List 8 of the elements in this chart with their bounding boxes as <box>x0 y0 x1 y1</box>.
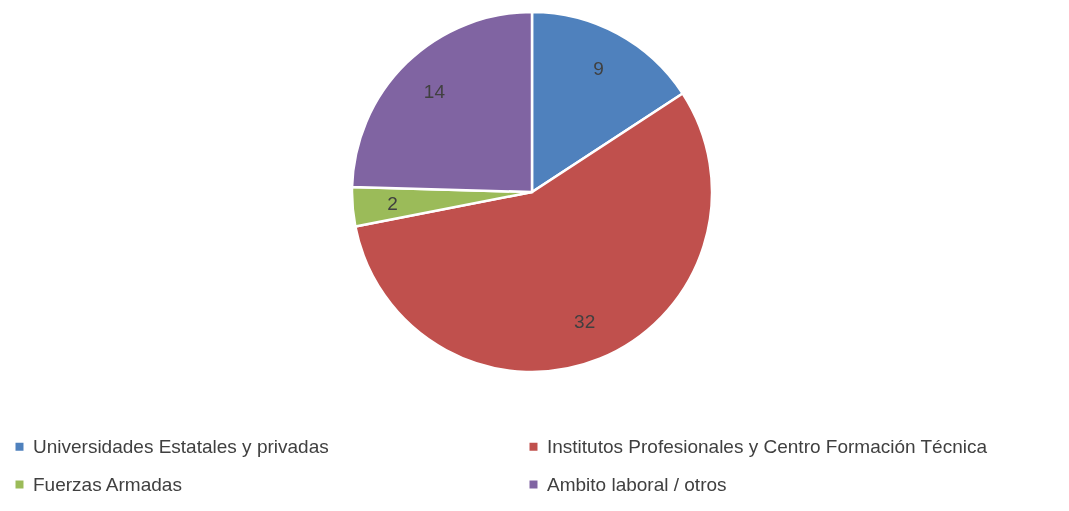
legend-label: Ambito laboral / otros <box>547 473 727 495</box>
data-label: 32 <box>574 310 596 332</box>
data-label: 2 <box>387 192 398 214</box>
legend-label: Fuerzas Armadas <box>33 473 182 495</box>
data-label: 14 <box>423 80 446 102</box>
legend-label: Institutos Profesionales y Centro Formación Técnica <box>547 435 988 457</box>
legend-label: Universidades Estatales y privadas <box>33 435 329 457</box>
data-label: 9 <box>593 57 604 79</box>
